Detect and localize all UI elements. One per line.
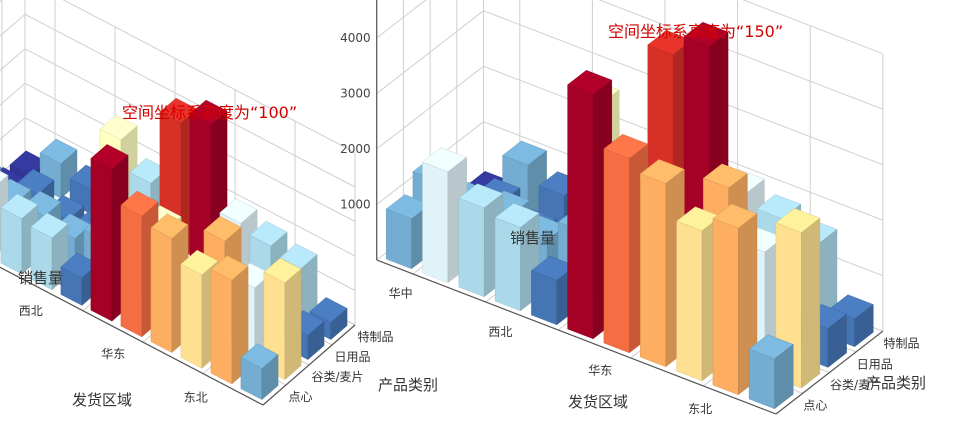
region-tick-label: 华东 — [101, 347, 125, 361]
bar — [39, 138, 78, 199]
z-tick-label: 4000 — [340, 31, 371, 45]
category-tick-label: 日用品 — [335, 350, 371, 364]
chart-2-labels: 10002000300040005000东北华东西北华中点心谷类/麦片日用品特制… — [340, 31, 919, 416]
bar — [150, 213, 189, 353]
chart-1-title: 空间坐标系高度为“100” — [122, 103, 297, 122]
z-tick-label: 1000 — [340, 198, 371, 212]
bar-side — [801, 217, 821, 389]
region-tick-label: 东北 — [688, 402, 712, 416]
grid-line — [742, 0, 883, 55]
chart-1-bars — [0, 97, 348, 401]
region-tick-label: 东北 — [184, 390, 208, 404]
chart-1-labels: 010002000300040005000东北华东西北华中点心谷类/麦片日用品特… — [19, 304, 394, 404]
bar-face — [180, 263, 203, 369]
z-tick-label: 2000 — [340, 142, 371, 156]
bar-face — [603, 148, 630, 354]
grid-line — [0, 0, 356, 153]
category-tick-label: 谷类/麦片 — [312, 370, 364, 384]
category-tick-label: 点心 — [289, 390, 313, 404]
bar-face — [567, 84, 594, 340]
category-tick-label: 特制品 — [883, 336, 919, 351]
chart-2: 10002000300040005000东北华东西北华中点心谷类/麦片日用品特制… — [340, 0, 926, 416]
y-axis-line — [262, 324, 356, 406]
bar-side — [854, 304, 874, 348]
chart-2-z-axis-title: 销售量 — [510, 229, 555, 247]
bar-face — [640, 173, 666, 368]
category-tick-label: 特制品 — [358, 329, 394, 344]
bar-face — [386, 208, 412, 270]
chart-1-z-axis-title: 销售量 — [18, 269, 63, 287]
chart-2-x-axis-title: 发货区域 — [568, 393, 628, 411]
bar-side — [284, 268, 302, 381]
bar-face — [150, 227, 173, 353]
bar-face — [712, 218, 739, 396]
region-tick-label: 华中 — [389, 285, 413, 300]
category-tick-label: 谷类/麦片 — [830, 378, 882, 392]
bar — [748, 334, 794, 410]
chart-1-x-axis-title: 发货区域 — [72, 391, 132, 409]
bar — [494, 203, 540, 312]
category-tick-label: 日用品 — [857, 357, 893, 371]
bar-face — [748, 348, 775, 410]
chart-2-y-axis-title: 产品类别 — [866, 374, 926, 392]
bar — [210, 255, 249, 385]
z-tick-label: 3000 — [340, 87, 371, 101]
chart-1: 010002000300040005000东北华东西北华中点心谷类/麦片日用品特… — [0, 0, 438, 409]
x-axis-line — [0, 266, 264, 406]
region-tick-label: 西北 — [488, 325, 512, 339]
bar-side — [827, 313, 847, 368]
bar-face — [120, 204, 143, 338]
bar-side — [307, 321, 325, 361]
x-axis-line — [376, 259, 777, 415]
bar — [567, 70, 613, 340]
grid-line — [376, 0, 883, 110]
bar-side — [330, 307, 348, 341]
chart-1-y-axis-title: 产品类别 — [378, 376, 438, 394]
region-tick-label: 华东 — [588, 363, 612, 377]
bar — [240, 343, 279, 401]
category-tick-label: 点心 — [803, 399, 827, 413]
y-axis-line — [775, 330, 884, 415]
bar-side — [774, 343, 794, 410]
bar-face — [422, 161, 449, 284]
chart-2-title: 空间坐标系高度为“150” — [608, 22, 783, 41]
region-tick-label: 西北 — [19, 304, 43, 318]
bar-face — [0, 207, 23, 275]
bar-face — [458, 197, 485, 298]
bar-face — [676, 220, 703, 382]
chart-2-bars — [385, 21, 874, 410]
bar — [90, 144, 129, 322]
bar-side — [261, 354, 279, 401]
bar-face — [531, 270, 557, 326]
bar — [263, 257, 302, 381]
bar-face — [210, 269, 233, 385]
bar-face — [90, 158, 113, 322]
